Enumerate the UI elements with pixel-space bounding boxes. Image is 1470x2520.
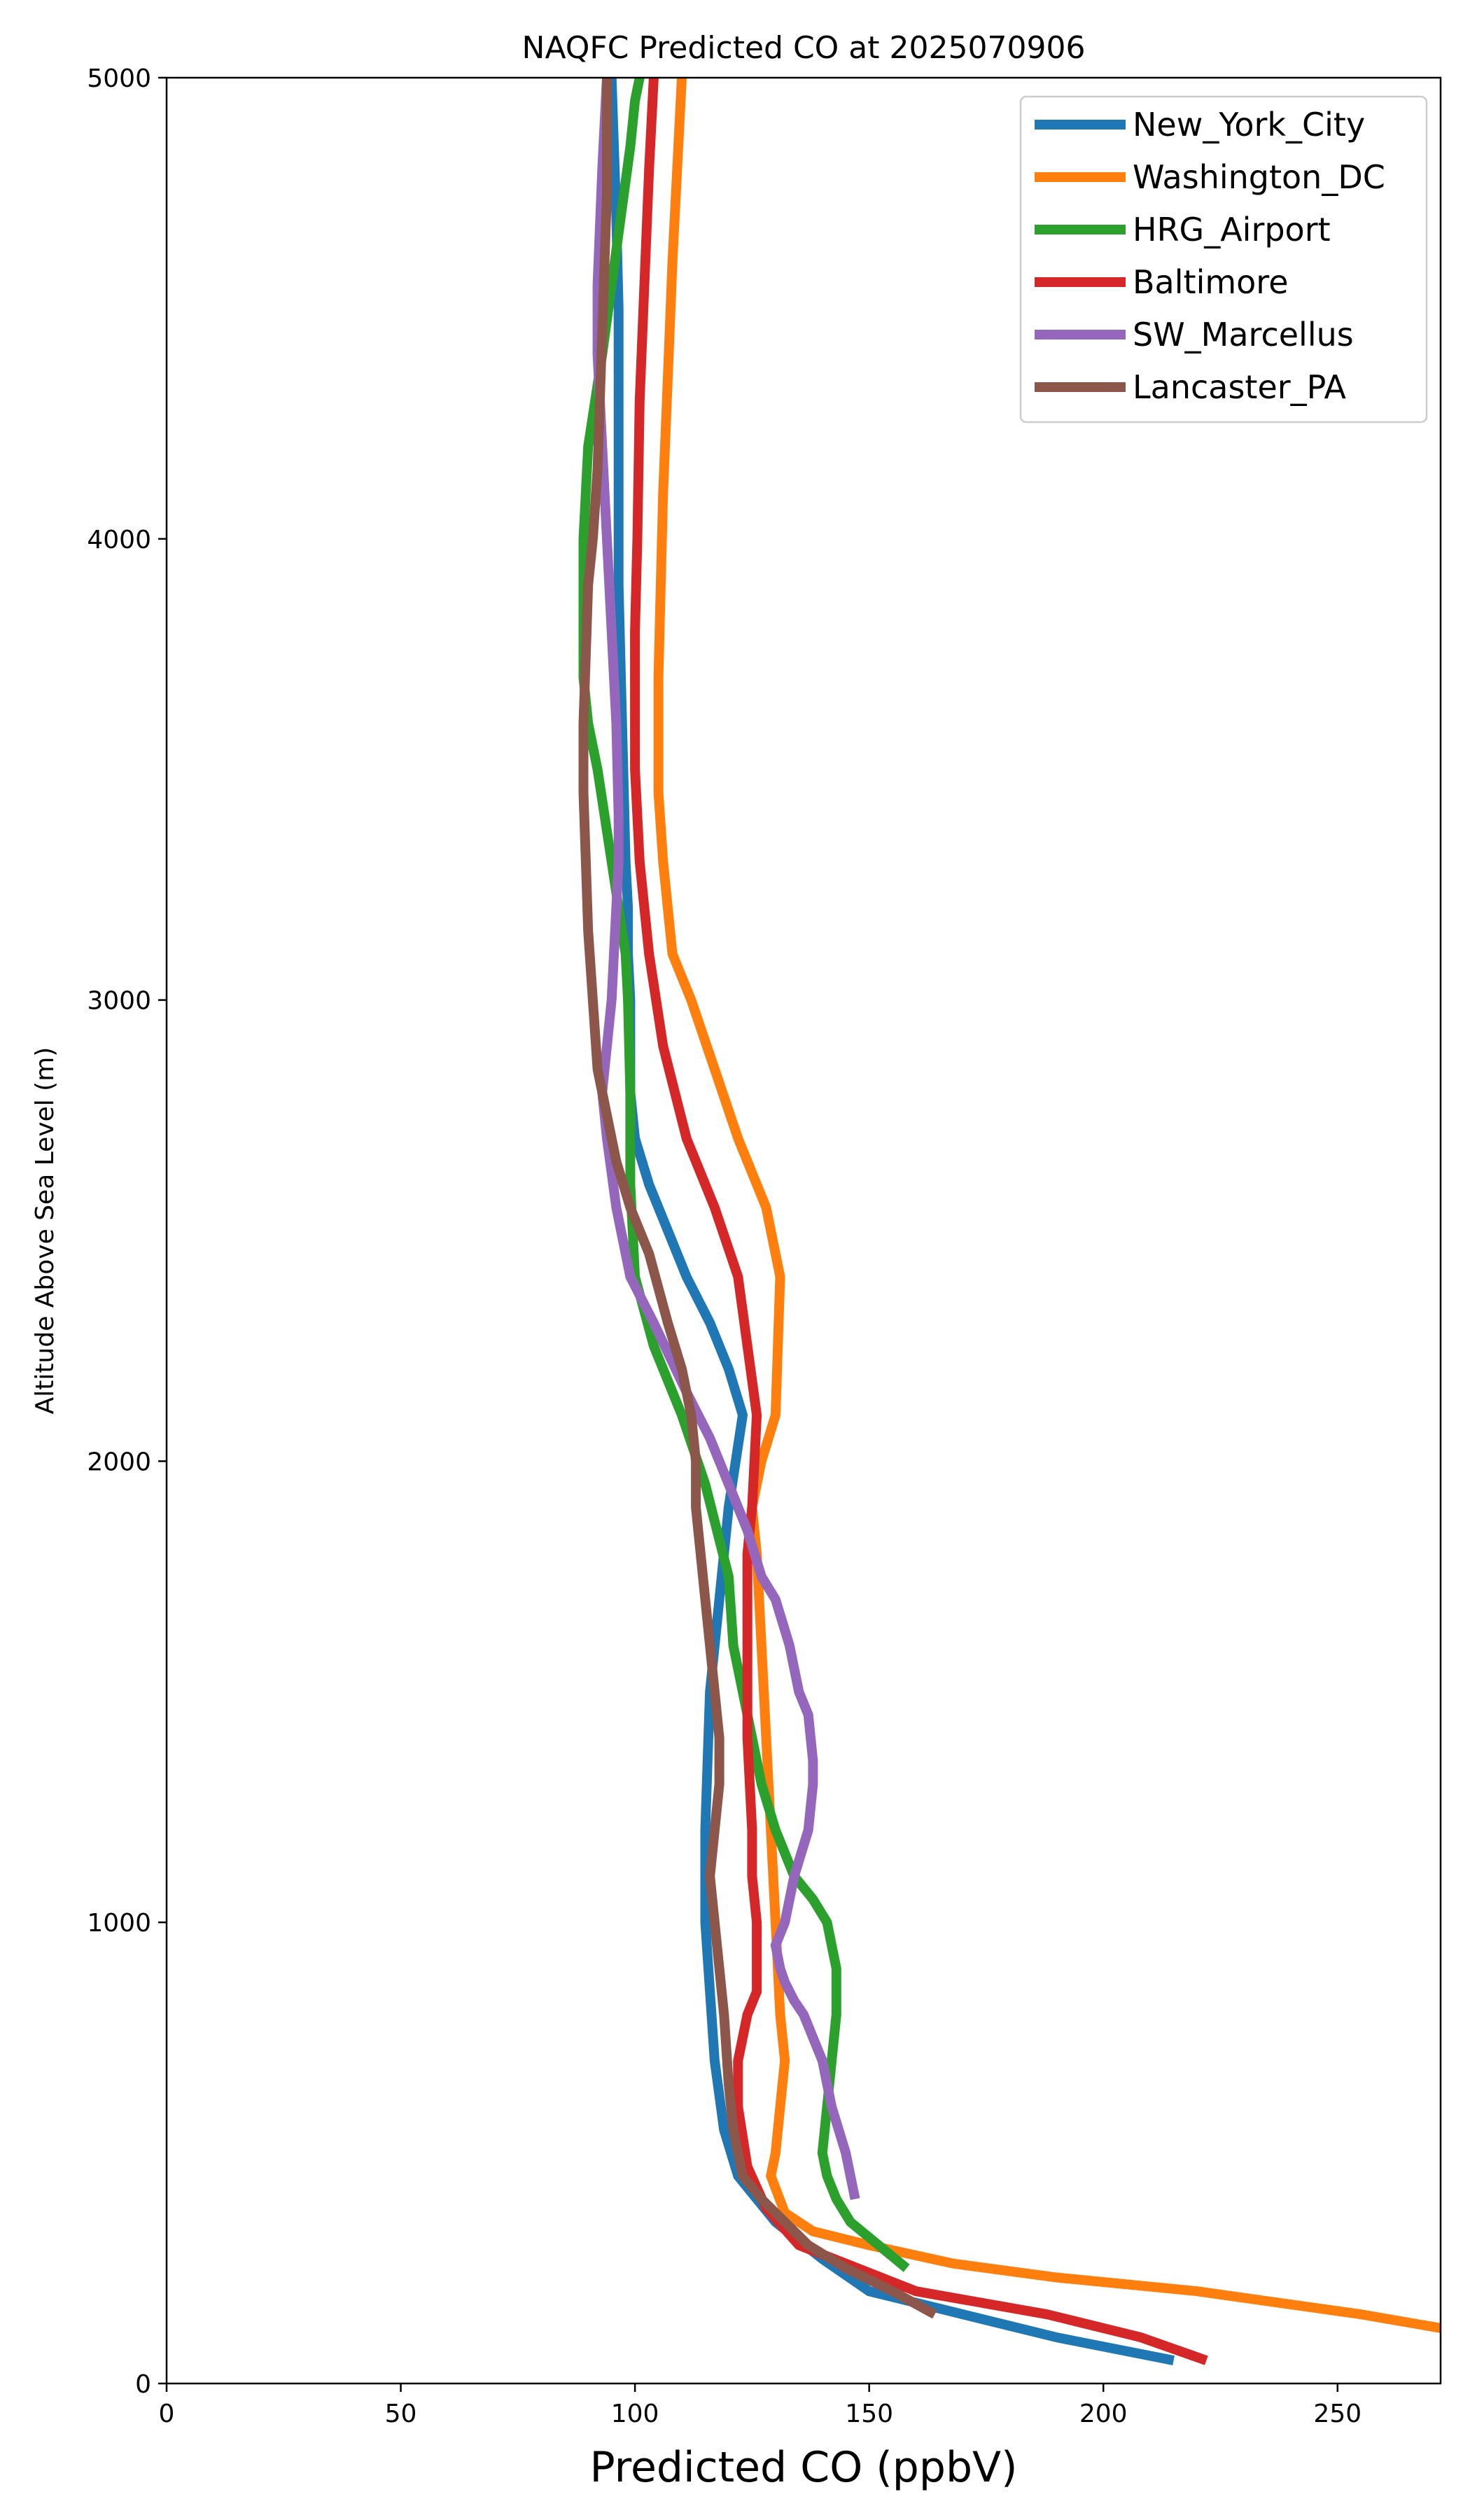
x-tick-label: 50 [385,2400,417,2428]
x-tick-label: 250 [1313,2400,1362,2428]
chart-title: NAQFC Predicted CO at 2025070906 [522,30,1086,66]
y-tick-label: 2000 [87,1448,151,1476]
legend-label: Baltimore [1133,263,1289,301]
x-tick-label: 100 [611,2400,659,2428]
legend-label: Washington_DC [1133,158,1385,196]
x-tick-label: 0 [159,2400,175,2428]
y-tick-label: 3000 [87,987,151,1016]
plot-background [167,78,1441,2384]
x-tick-label: 200 [1079,2400,1128,2428]
x-axis-label: Predicted CO (ppbV) [589,2443,1017,2492]
y-tick-label: 5000 [87,64,151,93]
y-tick-label: 4000 [87,526,151,554]
series-layer [578,78,1441,2365]
series-line-sw-marcellus [592,78,860,2200]
series-line-new-york-city [606,78,1175,2365]
x-axis: 0 50 100 150 200 250 [159,2384,1362,2428]
y-tick-label: 1000 [87,1909,151,1938]
plot-area [165,76,1442,2385]
y-tick-label: 0 [135,2370,151,2399]
plot-frame [165,76,1442,2385]
legend-label: New_York_City [1133,106,1365,144]
x-tick-label: 150 [845,2400,893,2428]
legend-label: HRG_Airport [1133,211,1331,248]
legend-label: SW_Marcellus [1133,316,1354,354]
y-axis-label: Altitude Above Sea Level (m) [31,1047,59,1415]
y-axis: 0 1000 2000 3000 4000 5000 [87,64,167,2399]
legend-label: Lancaster_PA [1133,368,1346,406]
series-line-lancaster-pa [578,78,937,2319]
legend: New_York_City Washington_DC HRG_Airport Bal… [1019,95,1428,424]
